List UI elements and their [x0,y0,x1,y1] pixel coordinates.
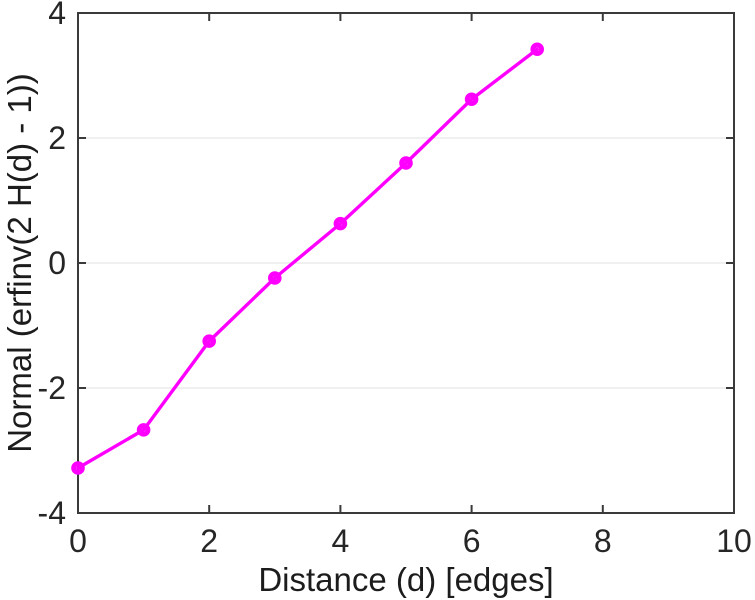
y-tick-label: 2 [48,120,66,156]
data-point [333,216,348,231]
data-point [202,334,216,348]
data-point [136,423,151,437]
x-tick-label: 8 [594,523,612,559]
x-tick-label: 2 [200,523,218,559]
y-axis-label: Normal (erfinv(2 H(d) - 1)) [1,73,38,453]
x-tick-label: 0 [69,523,87,559]
data-line [76,47,539,470]
data-point [71,461,85,475]
data-point [530,42,545,57]
data-point [268,271,282,285]
x-tick-label: 4 [332,523,350,559]
x-tick-label: 6 [463,523,481,559]
y-tick-label: -4 [38,495,66,531]
y-tick-label: -2 [38,370,66,406]
x-tick-label: 10 [716,523,752,559]
data-point [399,156,413,170]
y-tick-label: 0 [48,245,66,281]
x-axis-label: Distance (d) [edges] [258,561,554,598]
data-point [464,92,479,107]
y-tick-label: 4 [48,0,66,31]
